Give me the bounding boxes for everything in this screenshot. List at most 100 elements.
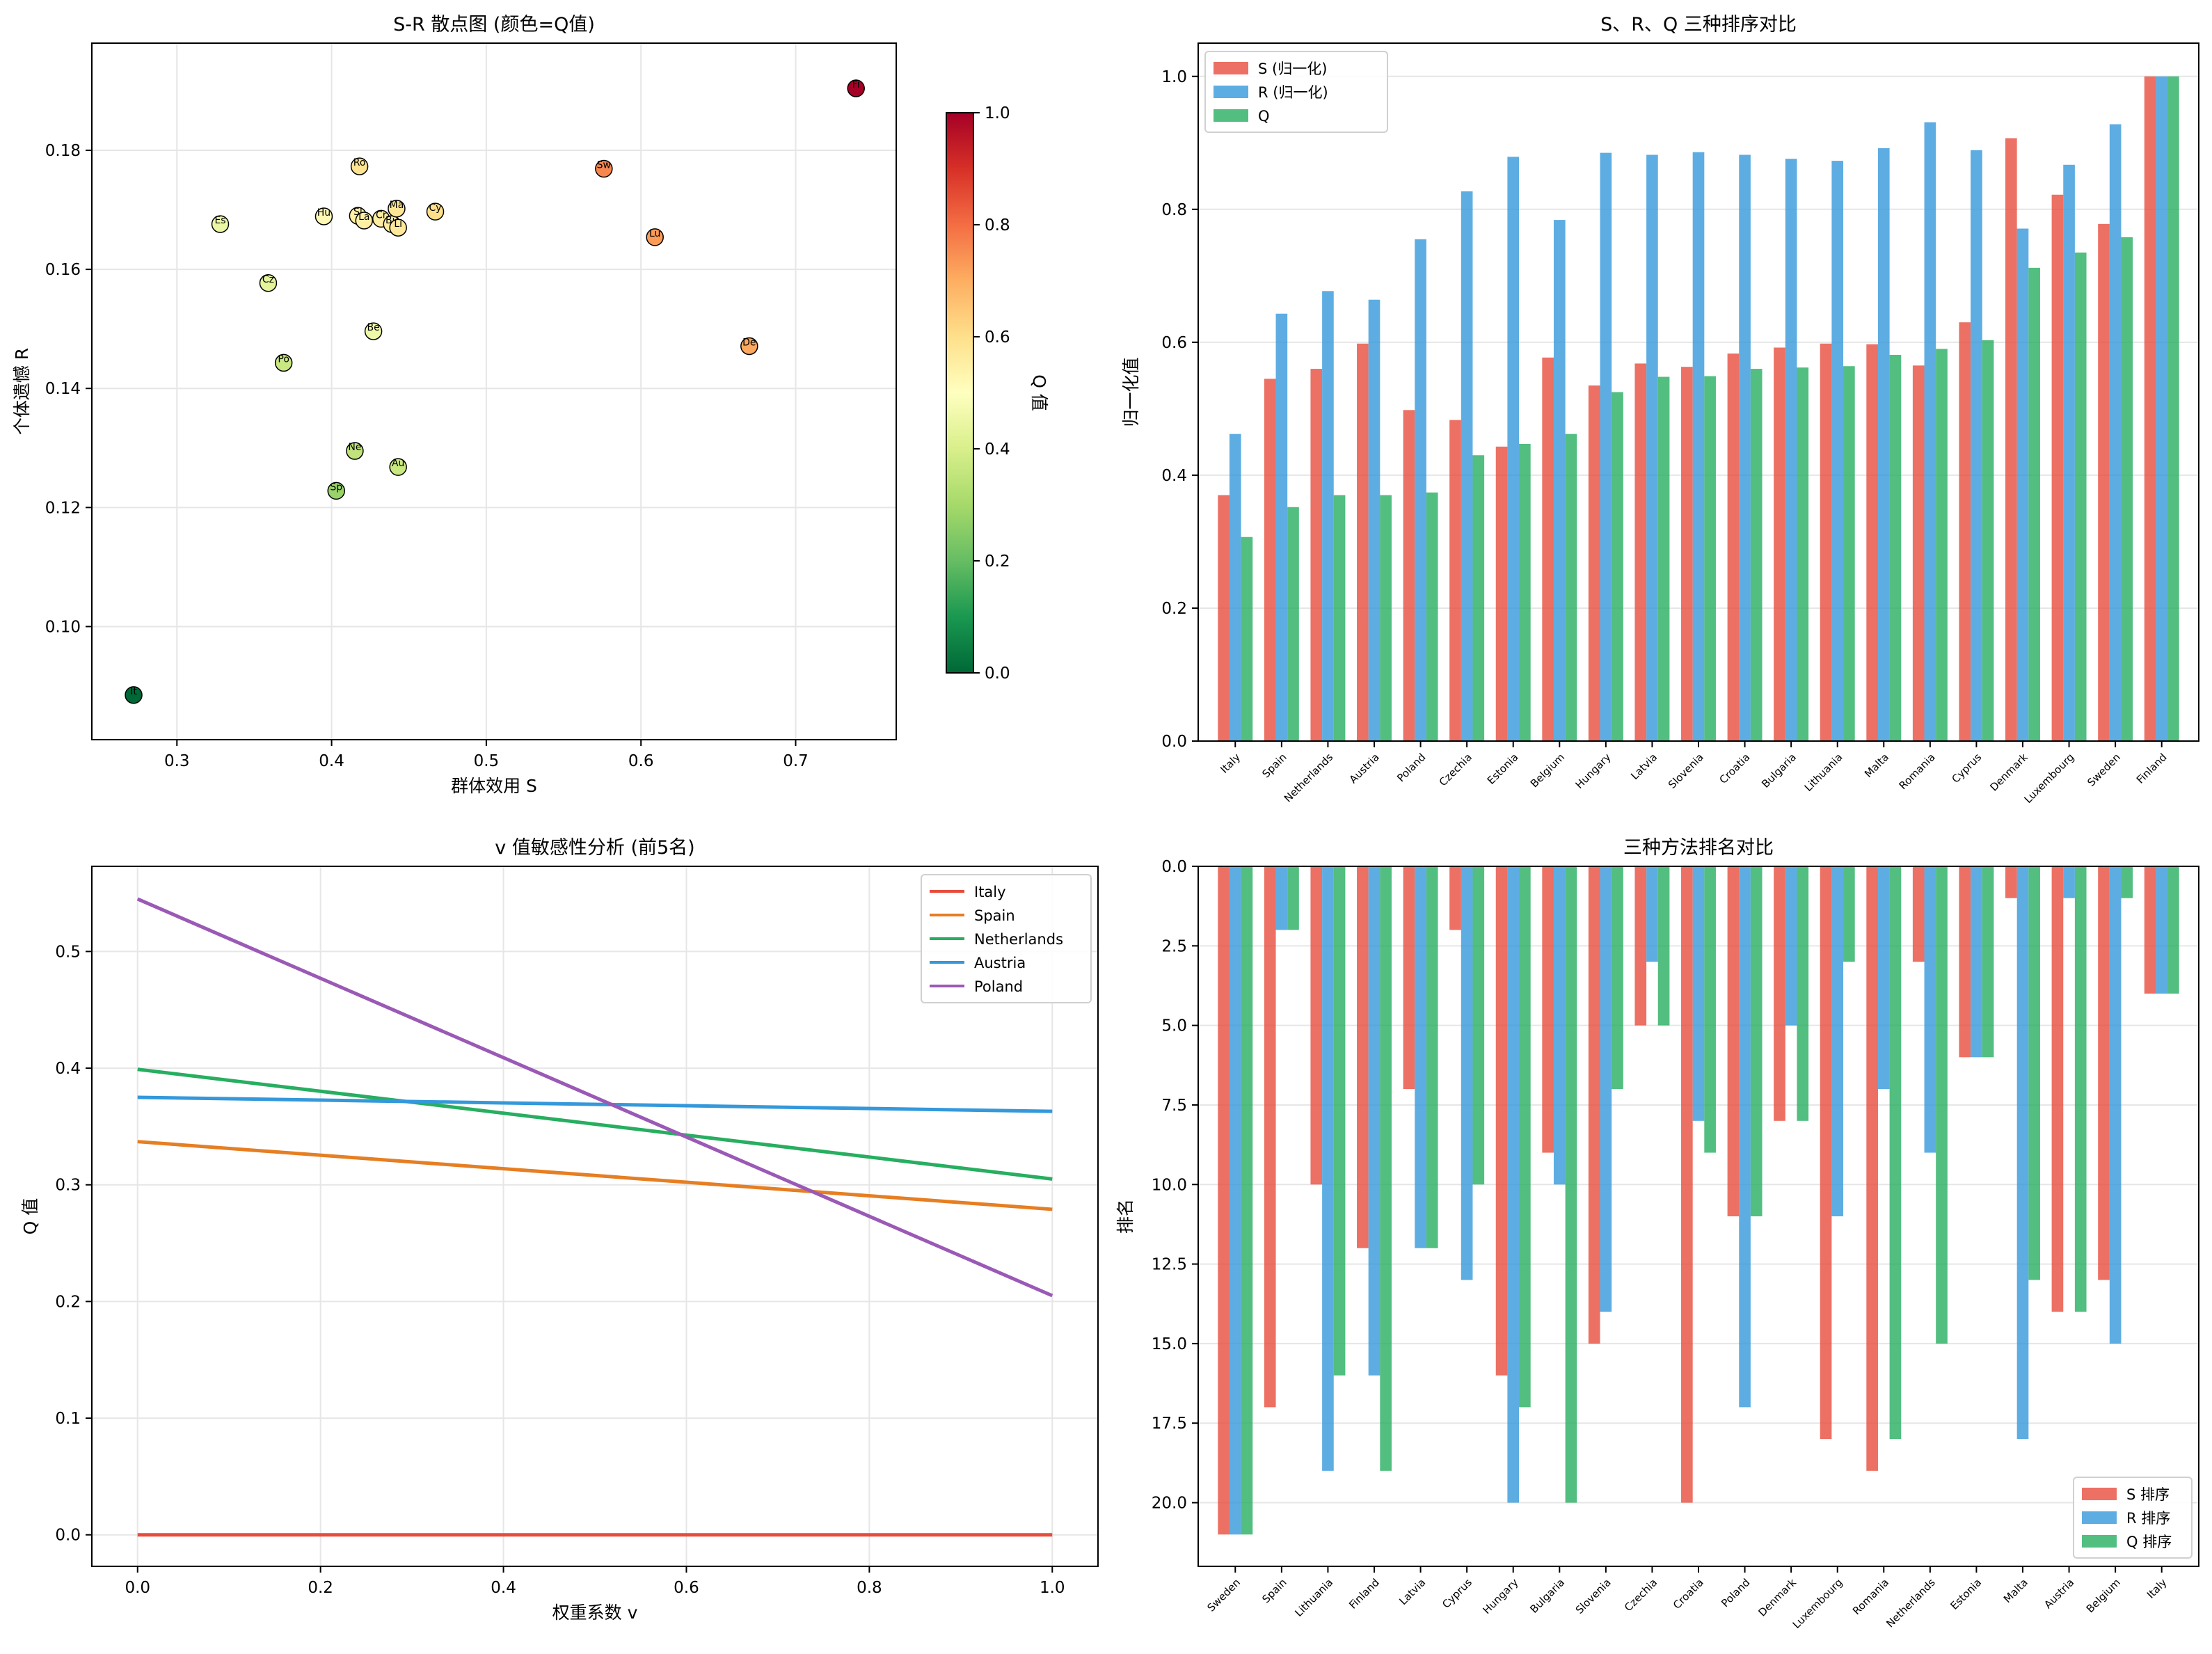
scatter-grid — [92, 43, 896, 740]
bar — [1333, 495, 1346, 741]
x-tick-label: Malta — [2001, 1576, 2030, 1605]
bar — [1322, 291, 1334, 741]
legend-box — [921, 874, 1092, 1003]
bar — [2121, 237, 2133, 741]
scatter-point: Cz — [259, 274, 278, 292]
bar — [1681, 367, 1693, 741]
x-tick-label: Italy — [1218, 751, 1243, 776]
bar — [1542, 357, 1554, 741]
sensitivity-axes-frame — [91, 866, 1099, 1567]
bar — [2005, 138, 2017, 741]
bar — [1415, 239, 1426, 741]
legend-label: R (归一化) — [1258, 84, 1328, 101]
x-tick-label: Latvia — [1628, 751, 1660, 782]
x-tick-label: 0.3 — [164, 752, 190, 770]
bar — [1310, 866, 1323, 1185]
bar — [1287, 866, 1299, 930]
bar — [2109, 124, 2122, 741]
rank-bars — [1218, 866, 2179, 1535]
bar — [1959, 866, 1971, 1058]
scatter-point-label: Ro — [353, 157, 366, 168]
bar — [1739, 154, 1751, 742]
scatter-marker — [125, 686, 143, 704]
series-line — [137, 1095, 1053, 1113]
bar — [1971, 150, 1982, 741]
bar — [1403, 410, 1415, 741]
legend-swatch — [2082, 1488, 2117, 1500]
scatter-point: Ro — [350, 157, 369, 175]
x-tick-label: Austria — [1347, 751, 1382, 786]
bar — [2074, 252, 2087, 741]
y-tick-label: 12.5 — [1152, 1256, 1187, 1274]
scatter-point-label: Cy — [429, 202, 441, 214]
bar — [1495, 866, 1508, 1376]
legend-label: Italy — [974, 884, 1006, 900]
sensitivity-y-axis-label: Q 值 — [20, 1198, 40, 1235]
bar — [1519, 444, 1531, 741]
bar — [2074, 866, 2087, 1312]
scatter-marker — [364, 322, 383, 340]
legend-label: Netherlands — [974, 931, 1063, 948]
bar — [1889, 355, 1902, 741]
legend-entry: R 排序 — [2082, 1510, 2170, 1527]
bar — [1380, 866, 1392, 1471]
bar — [1936, 349, 1948, 741]
colorbar-tick-label: 0.8 — [985, 216, 1010, 234]
bar — [1727, 866, 1740, 1216]
bar — [1959, 322, 1971, 741]
legend-swatch — [2082, 1511, 2117, 1524]
bar — [2063, 164, 2075, 741]
bar — [1472, 455, 1485, 741]
bar — [2051, 866, 2064, 1312]
bar — [1415, 866, 1426, 1248]
bar — [1866, 344, 1878, 741]
scatter-point-label: Hu — [317, 207, 331, 218]
scatter-point: La — [355, 212, 374, 230]
scatter-point-label: Ne — [348, 442, 361, 453]
x-tick-label: Finland — [2134, 751, 2170, 786]
y-tick-label: 0.0 — [55, 1527, 81, 1545]
sensitivity-ticks: 0.0 0.2 0.4 0.6 0.8 1.0 0.0 0.1 0.2 0.3 0.4 0.5 — [55, 943, 1065, 1597]
x-tick-label: Italy — [2145, 1576, 2170, 1601]
bar — [1553, 220, 1566, 741]
x-tick-label: Belgium — [2084, 1576, 2123, 1615]
x-tick-label: Cyprus — [1949, 751, 1984, 786]
bar — [1612, 392, 1623, 741]
scatter-point-label: It — [130, 686, 137, 697]
scatter-marker — [346, 442, 364, 460]
bar — [1692, 866, 1705, 1121]
bar — [1310, 369, 1323, 741]
scatter-marker — [211, 215, 230, 233]
y-tick-label: 2.5 — [1161, 937, 1187, 955]
sensitivity-lines — [136, 897, 1053, 1537]
scatter-point: It — [125, 686, 143, 704]
legend-entry: S 排序 — [2082, 1486, 2170, 1503]
y-tick-label: 0.0 — [1161, 858, 1187, 876]
bar — [1646, 866, 1658, 962]
bar — [1287, 507, 1299, 741]
scatter-point-label: Ma — [390, 200, 404, 211]
y-tick-label: 0.4 — [1161, 467, 1187, 485]
bar — [1507, 866, 1520, 1503]
bar — [1982, 340, 1994, 741]
bar — [2167, 866, 2179, 994]
colorbar-tick-label: 0.0 — [985, 665, 1010, 683]
bar — [1889, 866, 1902, 1440]
legend-label: R 排序 — [2126, 1510, 2170, 1527]
series-line — [136, 897, 1053, 1298]
x-tick-label: Romania — [1897, 751, 1938, 792]
bar — [1472, 866, 1485, 1185]
scatter-x-axis-label: 群体效用 S — [451, 776, 537, 796]
scatter-point-label: Lu — [649, 228, 660, 239]
y-tick-label: 0.10 — [45, 618, 81, 636]
bar — [1241, 866, 1253, 1535]
legend-swatch — [2082, 1535, 2117, 1548]
legend-label: S 排序 — [2126, 1486, 2170, 1503]
x-tick-label: Netherlands — [1282, 751, 1336, 805]
x-tick-label: Croatia — [1671, 1576, 1706, 1612]
x-tick-label: Sweden — [2085, 751, 2123, 789]
scatter-marker — [595, 159, 613, 178]
bar — [1368, 299, 1380, 741]
